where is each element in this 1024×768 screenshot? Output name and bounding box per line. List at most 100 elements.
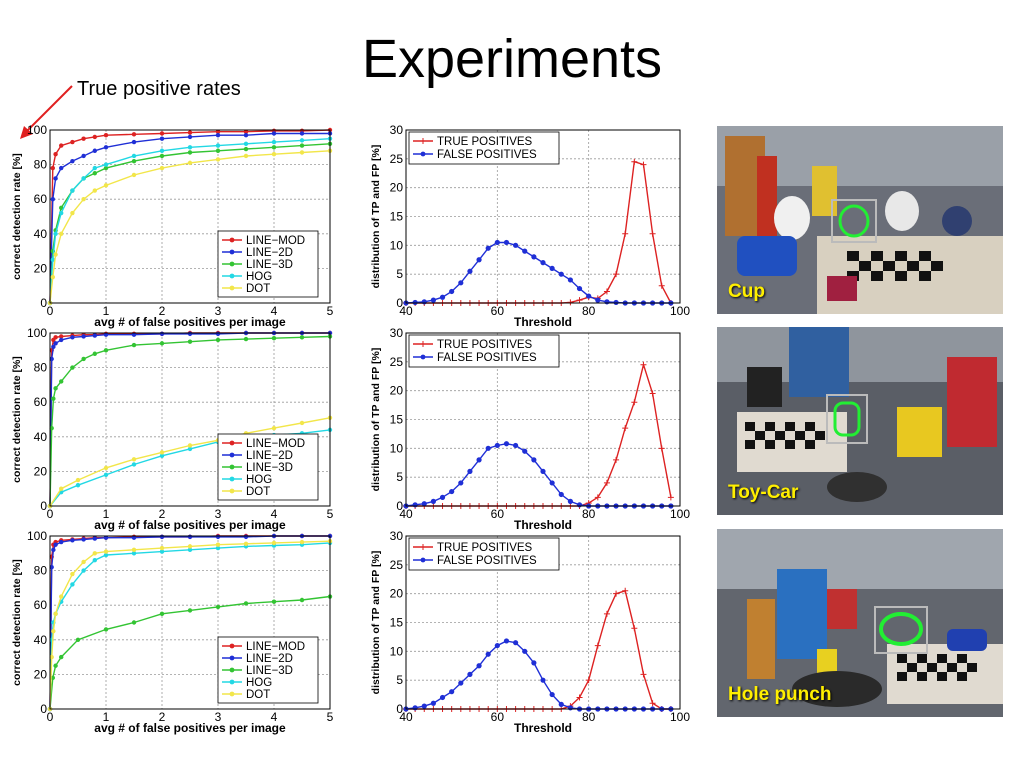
data-point-dot — [59, 231, 64, 236]
data-point-dot — [299, 150, 305, 155]
data-point-dot — [53, 252, 58, 257]
x-tick-label: 40 — [399, 507, 413, 521]
data-point-line-2d — [92, 148, 98, 153]
y-tick-label: 0 — [396, 702, 403, 716]
data-point-line-mod — [92, 134, 98, 140]
cluttered-desk-scene-toy-car — [717, 327, 1003, 515]
y-tick-label: 30 — [390, 123, 404, 137]
data-point-line-2d — [92, 536, 98, 541]
data-point-line-mod — [59, 143, 64, 148]
x-tick-label: 100 — [670, 710, 690, 724]
data-point-line-3d — [159, 153, 165, 159]
data-point-true-positives — [640, 671, 647, 678]
data-point-line-3d — [59, 379, 64, 384]
data-point-line-2d — [187, 331, 193, 337]
x-tick-label: 1 — [103, 507, 110, 521]
data-point-line-2d — [51, 547, 56, 553]
data-point-line-2d — [131, 139, 137, 145]
data-point-line-2d — [215, 331, 221, 337]
data-point-line-2d — [70, 158, 75, 164]
x-tick-label: 100 — [670, 304, 690, 318]
legend-label-dot: DOT — [246, 283, 270, 295]
legend-marker-false-positives — [420, 151, 426, 157]
legend-label-line-mod: LINE−MOD — [246, 438, 305, 450]
data-point-true-positives — [567, 299, 574, 306]
data-point-false-positives — [540, 677, 546, 683]
distribution-chart-hole-punch: 40 60 80 100 0 5 10 15 20 25 30 Threshold distributi… — [370, 529, 690, 735]
data-point-line-3d — [75, 637, 81, 642]
slide-title: Experiments — [361, 29, 663, 89]
legend-label-line-3d: LINE−3D — [246, 462, 293, 474]
data-point-true-positives — [622, 425, 629, 432]
data-point-true-positives — [594, 642, 601, 649]
data-point-line-2d — [103, 332, 109, 337]
y-tick-label: 80 — [34, 564, 48, 578]
data-point-line-3d — [70, 365, 75, 370]
y-tick-label: 30 — [390, 529, 404, 543]
y-tick-label: 60 — [34, 598, 48, 612]
cluttered-desk-scene-hole-punch — [717, 529, 1003, 717]
data-point-dot — [53, 611, 58, 617]
data-point-false-positives — [467, 468, 473, 474]
x-tick-label: 1 — [103, 710, 110, 724]
photo-label-toy-car: Toy-Car — [728, 482, 799, 503]
series-line-line-3d — [49, 143, 331, 304]
data-point-line-2d — [299, 131, 305, 136]
data-point-false-positives — [421, 299, 427, 305]
data-point-hog — [299, 138, 305, 143]
data-point-dot — [49, 654, 54, 660]
data-point-line-mod — [50, 165, 55, 171]
data-point-dot — [50, 274, 55, 280]
data-point-false-positives — [613, 299, 619, 306]
data-point-dot — [215, 157, 221, 162]
data-point-hog — [159, 453, 165, 459]
legend-marker-hog — [229, 476, 235, 482]
data-point-dot — [103, 465, 109, 471]
y-tick-label: 40 — [34, 430, 48, 444]
data-point-false-positives — [567, 705, 573, 711]
legend-marker-false-positives — [420, 354, 426, 360]
data-point-dot — [131, 457, 137, 462]
data-point-true-positives — [585, 677, 592, 684]
x-tick-label: 2 — [159, 710, 166, 724]
legend-marker-line-3d — [229, 464, 235, 470]
x-tick-label: 1 — [103, 304, 110, 318]
data-point-line-2d — [53, 542, 58, 547]
legend-marker-true-positives — [420, 544, 426, 550]
data-point-line-2d — [59, 337, 64, 343]
legend-box — [408, 334, 560, 368]
data-point-line-mod — [70, 139, 75, 145]
x-tick-label: 60 — [491, 507, 505, 521]
data-point-hog — [81, 176, 86, 181]
y-tick-label: 80 — [34, 158, 48, 172]
data-point-line-mod — [159, 131, 165, 136]
y-axis-label: distribution of TP and FP [%] — [370, 145, 382, 289]
legend-label-line-3d: LINE−3D — [246, 665, 293, 677]
data-point-line-mod — [103, 132, 109, 138]
series-line-line-mod — [49, 129, 331, 304]
y-tick-label: 30 — [390, 326, 404, 340]
data-point-line-3d — [299, 597, 305, 603]
data-point-false-positives — [467, 671, 473, 677]
plot-frame — [49, 535, 331, 710]
data-point-line-2d — [70, 538, 75, 543]
data-point-true-positives — [622, 230, 629, 237]
legend-label-hog: HOG — [246, 474, 272, 486]
data-point-false-positives — [531, 660, 537, 666]
legend-marker-line-2d — [229, 452, 235, 458]
data-point-hog — [70, 188, 75, 193]
data-point-line-3d — [49, 425, 54, 431]
data-point-false-positives — [449, 488, 455, 495]
data-point-false-positives — [494, 642, 500, 649]
data-point-hog — [159, 549, 165, 554]
data-point-true-positives — [613, 456, 620, 463]
data-point-false-positives — [513, 242, 519, 248]
data-point-line-3d — [187, 339, 193, 344]
photo-label-hole-punch: Hole punch — [728, 684, 832, 705]
data-point-hog — [215, 143, 221, 148]
data-point-false-positives — [439, 294, 446, 300]
data-point-line-3d — [92, 171, 98, 176]
data-point-true-positives — [603, 610, 610, 617]
